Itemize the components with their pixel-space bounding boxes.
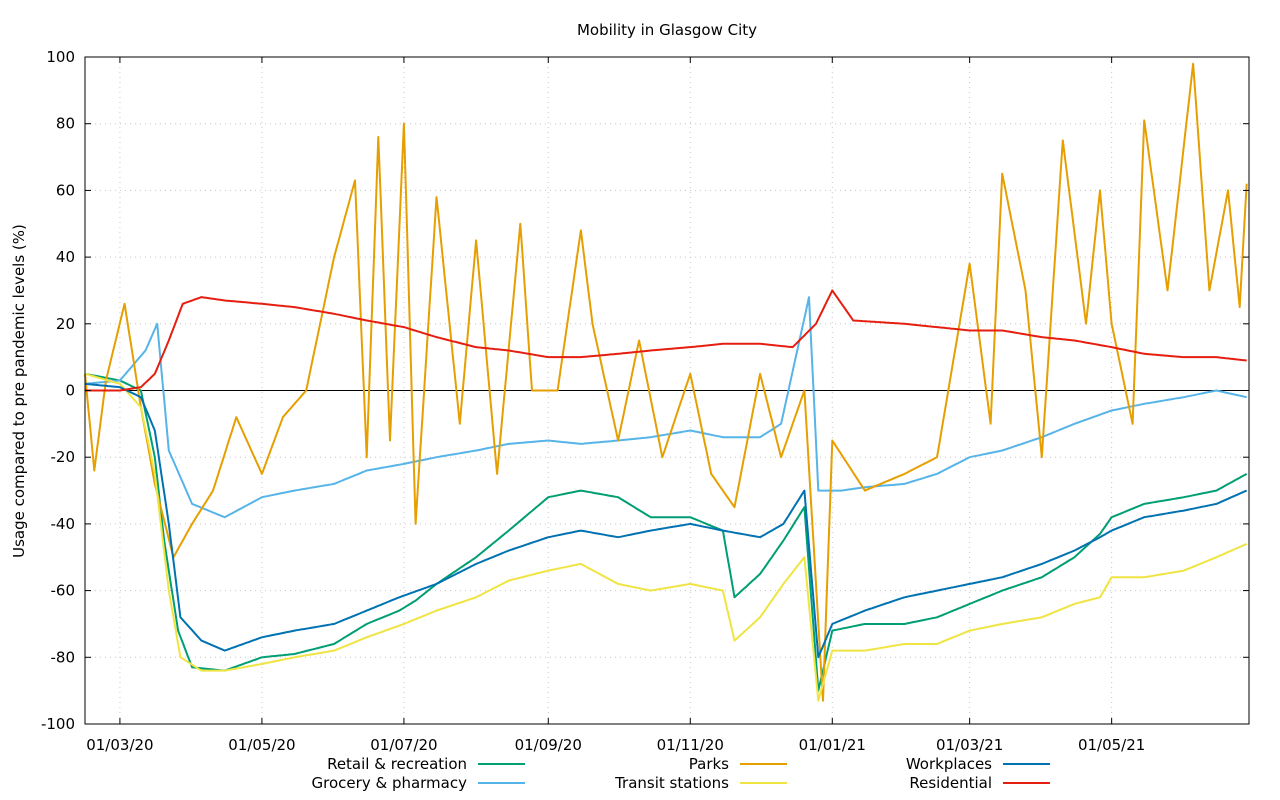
tick-layer: -100 -80 -60 -40 -20 0 20 40 60 80 100 01/03/20 01/0… (41, 48, 1249, 754)
legend-label-transit-stations: Transit stations (614, 774, 729, 792)
y-tick-label: -20 (51, 448, 76, 466)
x-tick-label: 01/09/20 (515, 736, 582, 754)
y-tick-label: -80 (51, 648, 76, 666)
y-tick-label: 80 (56, 115, 75, 133)
legend-label-parks: Parks (689, 755, 729, 773)
series-line-retail-recreation (84, 372, 1248, 692)
y-tick-label: -100 (41, 715, 75, 733)
y-tick-label: 60 (56, 181, 75, 199)
y-tick-label: 20 (56, 315, 75, 333)
x-tick-label: 01/05/21 (1078, 736, 1145, 754)
legend-label-grocery-pharmacy: Grocery & pharmacy (312, 774, 468, 792)
y-axis-label: Usage compared to pre pandemic levels (%… (10, 224, 28, 558)
series-line-transit-stations (84, 372, 1248, 702)
x-tick-label: 01/07/20 (370, 736, 437, 754)
y-tick-label: -60 (51, 582, 76, 600)
x-tick-label: 01/05/20 (228, 736, 295, 754)
legend-label-retail-recreation: Retail & recreation (327, 755, 467, 773)
chart-title: Mobility in Glasgow City (577, 21, 757, 39)
series-line-residential (85, 289, 1247, 392)
legend-label-workplaces: Workplaces (906, 755, 992, 773)
series-layer (84, 62, 1248, 702)
legend-label-residential: Residential (909, 774, 992, 792)
series-line-parks (84, 62, 1248, 702)
y-tick-label: 40 (56, 248, 75, 266)
y-tick-label: -40 (51, 515, 76, 533)
series-line-workplaces (84, 382, 1248, 659)
x-tick-label: 01/03/21 (936, 736, 1003, 754)
x-tick-label: 01/03/20 (86, 736, 153, 754)
x-tick-label: 01/11/20 (657, 736, 724, 754)
series-line-grocery-pharmacy (84, 296, 1247, 519)
y-tick-label: 100 (46, 48, 75, 66)
x-tick-label: 01/01/21 (799, 736, 866, 754)
y-tick-label: 0 (65, 382, 75, 400)
